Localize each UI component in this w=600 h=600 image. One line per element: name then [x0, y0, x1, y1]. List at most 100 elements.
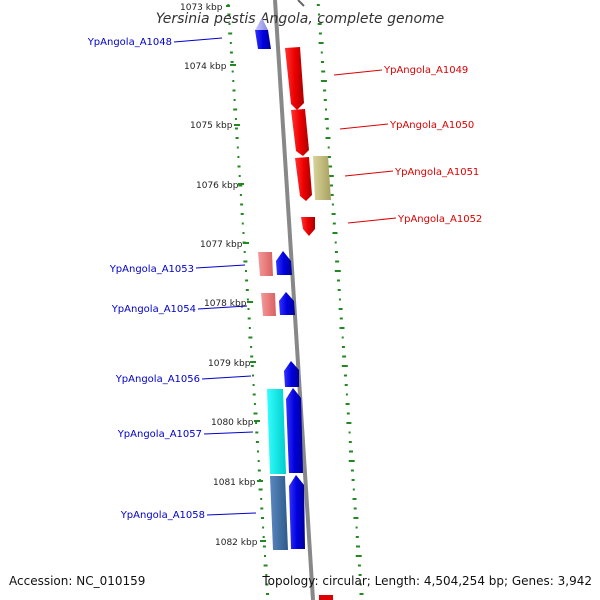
gc-content-right-track: [316, 4, 364, 595]
gc-dot: [355, 555, 362, 557]
gc-dot: [338, 298, 341, 301]
gc-dot: [232, 89, 236, 92]
backbone-top-stub: [297, 0, 305, 7]
gene-a1050[interactable]: [291, 109, 309, 156]
gene-a1056[interactable]: [284, 361, 299, 387]
gc-dot: [327, 175, 334, 177]
gene-a1053-arrow[interactable]: [276, 251, 292, 275]
gc-dot: [262, 545, 266, 548]
gc-dot: [243, 260, 248, 263]
gc-dot: [327, 146, 330, 149]
gc-dot: [330, 194, 334, 196]
gc-dot: [330, 184, 333, 187]
gene-a1054-arrow[interactable]: [279, 292, 295, 315]
gc-dot: [264, 555, 266, 557]
gc-dot: [332, 232, 338, 234]
gc-dot: [351, 479, 355, 481]
gc-dot: [265, 583, 269, 586]
gene-a1057[interactable]: [286, 388, 303, 473]
gc-dot: [229, 42, 232, 44]
gc-dot: [352, 498, 357, 500]
gc-dot: [348, 460, 355, 462]
gene-label-a1053[interactable]: YpAngola_A1053: [109, 264, 194, 275]
gene-label-a1051[interactable]: YpAngola_A1051: [394, 167, 479, 178]
accession-text: Accession: NC_010159: [9, 574, 146, 588]
gc-dot: [321, 70, 326, 73]
gc-dot: [324, 118, 329, 120]
gc-dot: [234, 118, 237, 120]
gc-dot: [356, 545, 360, 548]
gc-dot: [253, 412, 258, 415]
gene-label-a1058[interactable]: YpAngola_A1058: [120, 510, 205, 521]
gc-dot: [346, 422, 352, 424]
tick-label: 1078 kbp: [204, 299, 247, 309]
gc-dot: [263, 564, 268, 567]
gene-label-a1048[interactable]: YpAngola_A1048: [87, 37, 172, 48]
gc-dot: [246, 298, 249, 301]
gc-dot: [348, 431, 351, 434]
gc-dot: [237, 165, 241, 168]
gc-dot: [358, 574, 362, 576]
gene-a1048[interactable]: [255, 30, 271, 49]
gc-dot: [258, 488, 263, 491]
gene-a1054[interactable]: [261, 293, 276, 316]
gc-dot: [348, 441, 352, 443]
gene-label-a1057[interactable]: YpAngola_A1057: [117, 429, 202, 440]
gene-label-a1056[interactable]: YpAngola_A1056: [115, 374, 200, 385]
scale-ticks: 1073 kbp 1074 kbp 1075 kbp 1076 kbp 1077…: [180, 3, 266, 548]
gc-dot: [318, 32, 322, 35]
gc-dot: [255, 422, 258, 424]
gc-dot: [349, 450, 353, 453]
gene-a1049[interactable]: [285, 47, 304, 110]
gene-label-a1054[interactable]: YpAngola_A1054: [111, 304, 196, 315]
gc-dot: [232, 80, 235, 82]
gc-dot: [359, 583, 362, 586]
gene-label-a1052[interactable]: YpAngola_A1052: [397, 214, 482, 225]
gc-dot: [238, 184, 243, 187]
gc-dot: [245, 279, 249, 282]
gc-dot: [355, 536, 359, 538]
gc-content-left-track: [227, 4, 269, 595]
gene-a1057-cyan[interactable]: [267, 389, 286, 474]
gc-dot: [320, 80, 327, 82]
gene-a1058[interactable]: [289, 475, 305, 549]
gc-dot: [242, 232, 245, 234]
gc-dot: [331, 203, 334, 206]
gc-dot: [341, 336, 344, 339]
gene-label-a1049[interactable]: YpAngola_A1049: [383, 65, 468, 76]
gc-dot: [237, 156, 240, 158]
gene-bottom-red[interactable]: [319, 595, 333, 600]
gc-dot: [241, 222, 244, 225]
gc-dot: [317, 23, 322, 25]
gc-dot: [341, 346, 345, 348]
tick-label: 1079 kbp: [208, 359, 251, 369]
reverse-genes: [255, 18, 305, 550]
gc-dot: [325, 108, 327, 111]
tick-label: 1080 kbp: [211, 418, 254, 428]
gc-dot: [236, 146, 239, 149]
gc-dot: [331, 213, 336, 215]
gc-dot: [262, 526, 265, 529]
label-leaders: [173, 37, 397, 516]
gene-a1058-steel[interactable]: [270, 476, 288, 550]
gene-a1048-light[interactable]: [255, 18, 268, 30]
gc-dot: [323, 99, 327, 101]
gc-dot: [252, 374, 254, 377]
gene-a1051-olive[interactable]: [313, 156, 331, 200]
gc-dot: [248, 327, 251, 329]
gene-a1052[interactable]: [301, 217, 315, 236]
genome-backbone: [273, 0, 315, 600]
gene-label-a1050[interactable]: YpAngola_A1050: [389, 120, 474, 131]
gc-dot: [261, 517, 264, 519]
map-title: Yersinia pestis Angola, complete genome: [156, 11, 445, 27]
gc-dot: [344, 384, 348, 386]
gc-dot: [231, 70, 234, 73]
gc-dot: [359, 593, 364, 595]
gene-a1051[interactable]: [295, 157, 312, 201]
gc-dot: [228, 32, 233, 35]
gc-dot: [344, 374, 347, 377]
gene-a1053[interactable]: [258, 252, 273, 276]
gc-dot: [339, 327, 345, 329]
gc-dot: [262, 536, 265, 538]
